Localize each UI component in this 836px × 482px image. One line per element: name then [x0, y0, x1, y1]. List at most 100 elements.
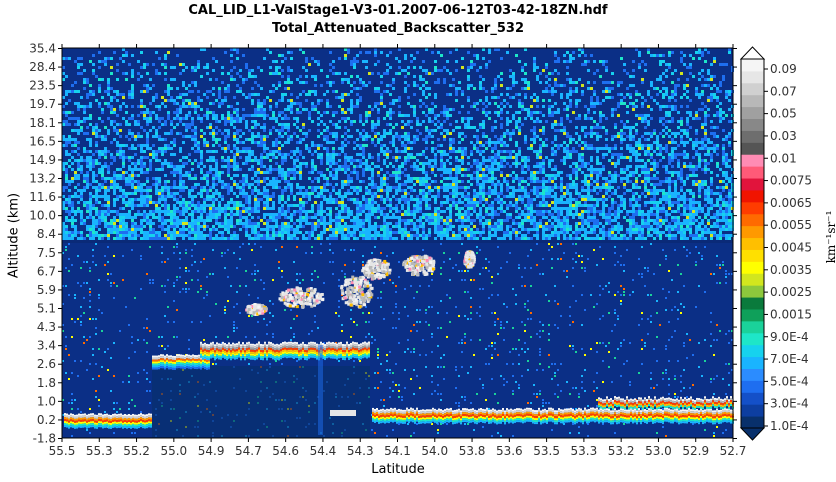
colorbar-tick-label: 5.0E-4 — [770, 374, 809, 388]
colorbar-tick-label: 0.0035 — [770, 263, 812, 277]
y-tick-label: 6.7 — [37, 264, 56, 278]
x-tick-label: 53.6 — [496, 444, 523, 458]
x-tick-label: 54.6 — [272, 444, 299, 458]
colorbar-swatch — [741, 416, 764, 429]
x-tick-label: 54.3 — [347, 444, 374, 458]
colorbar-swatch — [741, 404, 764, 417]
y-tick-label: 1.8 — [37, 376, 56, 390]
colorbar-tick-label: 0.0055 — [770, 218, 812, 232]
y-tick-label: 4.3 — [37, 320, 56, 334]
y-tick-label: 5.1 — [37, 302, 56, 316]
colorbar-tick-label: 1.0E-4 — [770, 419, 809, 433]
colorbar-tick-label: 7.0E-4 — [770, 352, 809, 366]
colorbar-tick-label: 3.0E-4 — [770, 397, 809, 411]
colorbar-swatch — [741, 166, 764, 179]
colorbar-tick-label: 0.0015 — [770, 307, 812, 321]
x-tick-label: 55.3 — [86, 444, 113, 458]
x-tick-label: 55.2 — [123, 444, 150, 458]
y-tick-label: 7.5 — [37, 246, 56, 260]
y-tick-label: 23.5 — [29, 79, 56, 93]
colorbar-swatch — [741, 178, 764, 191]
chart-subtitle: Total_Attenuated_Backscatter_532 — [272, 21, 524, 36]
colorbar-swatch — [741, 368, 764, 381]
y-tick-label: 1.0 — [37, 394, 56, 408]
colorbar-swatch — [741, 225, 764, 239]
colorbar-swatch — [741, 392, 764, 405]
colorbar-swatch — [741, 356, 764, 369]
colorbar-swatch — [741, 273, 764, 286]
colorbar-swatch — [741, 237, 764, 250]
colorbar-tick-label: 0.0045 — [770, 241, 812, 255]
x-tick-label: 55.5 — [49, 444, 76, 458]
y-tick-label: 14.9 — [29, 153, 56, 167]
colorbar-tick-label: 0.0025 — [770, 285, 812, 299]
colorbar-swatch — [741, 249, 764, 262]
x-tick-label: 53.8 — [459, 444, 486, 458]
chart-title: CAL_LID_L1-ValStage1-V3-01.2007-06-12T03… — [188, 3, 608, 18]
colorbar-swatch — [741, 130, 764, 143]
y-tick-label: 5.9 — [37, 283, 56, 297]
colorbar-swatch — [741, 261, 764, 274]
x-tick-label: 54.4 — [310, 444, 337, 458]
y-tick-label: 19.7 — [29, 97, 56, 111]
x-axis: 55.5 55.3 55.2 55.0 54.9 54.7 54.6 54.4 54.3 54.1… — [49, 44, 747, 458]
x-tick-label: 52.7 — [720, 444, 747, 458]
x-tick-label: 53.2 — [608, 444, 635, 458]
x-tick-label: 53.3 — [571, 444, 598, 458]
colorbar-swatch — [741, 142, 764, 155]
y-tick-label: 28.4 — [29, 60, 56, 74]
x-axis-label: Latitude — [371, 462, 425, 477]
colorbar-tick-label: 0.01 — [770, 151, 797, 165]
features — [64, 250, 734, 438]
colorbar-tick-label: 0.0065 — [770, 196, 812, 210]
colorbar-swatch — [741, 332, 764, 346]
colorbar-tick-label: 0.0075 — [770, 174, 812, 188]
colorbar-tick-label: 9.0E-4 — [770, 330, 809, 344]
colorbar-swatch — [741, 285, 764, 298]
y-tick-label: 10.0 — [29, 209, 56, 223]
y-tick-label: 2.6 — [37, 357, 56, 371]
x-tick-label: 55.0 — [160, 444, 187, 458]
x-tick-label: 53.5 — [533, 444, 560, 458]
y-tick-label: 13.2 — [29, 172, 56, 186]
colorbar-swatch — [741, 308, 764, 322]
x-tick-label: 54.0 — [421, 444, 448, 458]
colorbar-swatch — [741, 106, 764, 120]
colorbar-swatch — [741, 82, 764, 96]
colorbar-swatch — [741, 320, 764, 334]
colorbar-swatch — [741, 59, 764, 72]
y-tick-label: 16.5 — [29, 134, 56, 148]
colorbar-low-arrow — [739, 427, 766, 441]
y-tick-label: 11.6 — [29, 190, 56, 204]
colorbar-tick-label: 0.03 — [770, 129, 797, 143]
y-tick-label: 0.2 — [37, 413, 56, 427]
x-tick-label: 53.0 — [645, 444, 672, 458]
y-tick-label: 18.1 — [29, 116, 56, 130]
colorbar-swatch — [741, 344, 764, 358]
colorbar-high-arrow — [739, 46, 766, 60]
x-tick-label: 54.1 — [384, 444, 411, 458]
colorbar-tick-label: 0.09 — [770, 62, 797, 76]
colorbar-swatch — [741, 213, 764, 227]
colorbar-swatch — [741, 297, 764, 310]
colorbar-tick-label: 0.07 — [770, 84, 797, 98]
colorbar-swatch — [741, 380, 764, 393]
colorbar-tick-label: 0.05 — [770, 107, 797, 121]
y-tick-label: 8.4 — [37, 227, 56, 241]
y-tick-label: -1.8 — [33, 432, 56, 446]
x-tick-label: 54.9 — [198, 444, 225, 458]
colorbar-swatch — [741, 94, 764, 108]
y-tick-label: 35.4 — [29, 42, 56, 56]
colorbar-swatch — [741, 118, 764, 131]
backscatter-noise — [62, 48, 734, 437]
y-axis: -1.8 0.2 1.0 1.8 2.6 3.4 4.3 5.1 5.9 6.7 7.5 8.4 10.… — [29, 42, 737, 446]
colorbar-swatch — [741, 189, 764, 203]
x-tick-label: 52.9 — [682, 444, 709, 458]
y-tick-label: 3.4 — [37, 339, 56, 353]
x-tick-label: 54.7 — [235, 444, 262, 458]
colorbar-swatch — [741, 70, 764, 84]
colorbar-swatch — [741, 201, 764, 215]
colorbar-frame — [740, 58, 765, 429]
signal-boundary — [62, 240, 733, 243]
